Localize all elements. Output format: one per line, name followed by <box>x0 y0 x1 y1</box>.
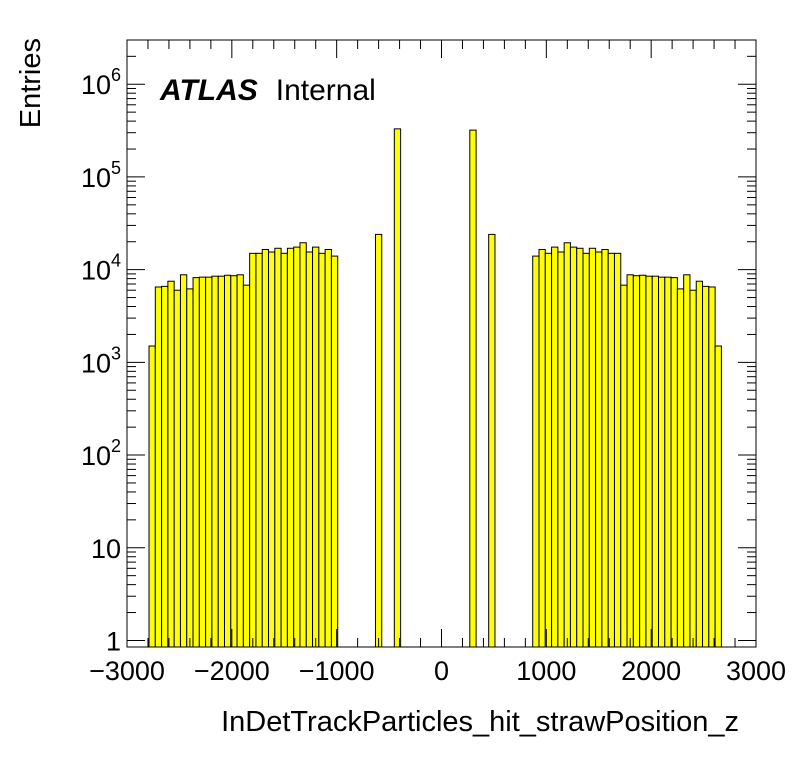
y-tick-exponent: 5 <box>111 158 121 178</box>
x-tick-label: 1000 <box>516 656 576 686</box>
histogram-bin <box>286 247 295 648</box>
histogram-bin <box>664 276 672 648</box>
histogram-bars <box>148 128 722 648</box>
x-tick-label: −3000 <box>89 656 165 686</box>
histogram-bin <box>613 252 622 648</box>
histogram-bin <box>179 274 188 648</box>
y-axis-title: Entries <box>15 38 47 128</box>
histogram-bin <box>469 129 477 648</box>
histogram-bin <box>488 233 496 648</box>
y-tick-label: 105 <box>81 158 121 193</box>
x-tick-label: 3000 <box>726 656 786 686</box>
histogram-bin <box>280 252 288 648</box>
histogram-bin <box>330 255 339 648</box>
y-tick-base: 10 <box>81 441 111 471</box>
histogram-bin <box>569 246 578 648</box>
histogram-bin <box>551 246 559 648</box>
histogram-bin <box>242 284 251 648</box>
histogram-bin <box>293 246 301 648</box>
histogram-bin <box>595 251 603 648</box>
x-tick-label: −2000 <box>194 656 270 686</box>
histogram-bin <box>186 288 194 648</box>
x-axis-title: InDetTrackParticles_hit_strawPosition_z <box>221 706 739 738</box>
histogram-bin <box>268 251 276 648</box>
histogram-bin <box>167 280 175 648</box>
y-tick-label: 1 <box>106 626 121 656</box>
histogram-bin <box>563 242 571 648</box>
y-tick-base: 10 <box>81 70 111 100</box>
histogram-bin <box>651 275 660 648</box>
y-tick-base: 10 <box>81 256 111 286</box>
histogram-bin <box>148 345 156 648</box>
histogram-bin <box>607 252 615 648</box>
histogram-bin <box>544 252 553 648</box>
histogram-bin <box>217 275 225 648</box>
y-tick-exponent: 4 <box>111 251 121 271</box>
histogram-bin <box>305 251 314 648</box>
histogram-bin <box>192 277 200 648</box>
y-tick-label: 103 <box>81 343 121 378</box>
histogram-bin <box>557 251 565 648</box>
histogram-bin <box>714 345 722 648</box>
histogram-bin <box>299 242 307 648</box>
histogram-bin <box>582 252 590 648</box>
histogram-bin <box>683 274 691 648</box>
histogram-bin <box>658 276 666 648</box>
histogram-bin <box>576 247 584 648</box>
y-tick-exponent: 2 <box>111 436 121 456</box>
histogram-bin <box>393 128 402 648</box>
y-tick-label: 102 <box>81 436 121 471</box>
histogram-bin <box>173 289 181 648</box>
histogram-bin <box>198 276 207 648</box>
histogram-bin <box>645 275 653 648</box>
histogram-bin <box>161 285 169 648</box>
x-tick-label: 2000 <box>621 656 681 686</box>
x-tick-label: 0 <box>434 656 449 686</box>
histogram-bin <box>274 247 282 648</box>
atlas-label-bold: ATLAS <box>159 74 258 107</box>
y-tick-exponent: 3 <box>111 343 121 363</box>
histogram-bin <box>261 248 270 648</box>
histogram-bin <box>639 274 647 648</box>
atlas-label: ATLAS Internal <box>159 74 376 107</box>
y-tick-base: 10 <box>81 348 111 378</box>
histogram-bin <box>626 274 634 648</box>
histogram-bin <box>236 274 244 648</box>
y-tick-base: 10 <box>81 163 111 193</box>
histogram-bin <box>601 248 609 648</box>
y-tick-label: 106 <box>81 65 121 100</box>
histogram-bin <box>205 276 213 648</box>
histogram-bin <box>255 252 263 648</box>
axis-ticks <box>126 39 757 647</box>
histogram-bin <box>230 275 238 648</box>
atlas-label-normal: Internal <box>276 74 376 107</box>
histogram-bin <box>312 246 320 648</box>
y-tick-exponent: 6 <box>111 65 121 85</box>
histogram-bin <box>588 247 597 648</box>
histogram-bin <box>670 277 678 648</box>
histogram-bin <box>708 286 716 648</box>
histogram-bin <box>211 275 219 648</box>
y-tick-label: 104 <box>81 251 121 286</box>
histogram-bin <box>676 288 685 648</box>
histogram-bin <box>702 285 710 648</box>
histogram-bin <box>374 233 383 648</box>
histogram-bin <box>538 248 546 648</box>
histogram-bin <box>318 252 326 648</box>
histogram-bin <box>620 284 628 648</box>
histogram-bin <box>632 275 641 648</box>
histogram-bin <box>324 248 332 648</box>
histogram-bin <box>689 289 697 648</box>
histogram-bin <box>695 280 704 648</box>
y-tick-label: 10 <box>91 534 121 564</box>
x-tick-labels: −3000 −2000 −1000 0 1000 2000 3000 <box>89 656 786 686</box>
histogram-bin <box>154 286 163 648</box>
histogram-bin <box>532 255 540 648</box>
histogram-bin <box>223 274 232 648</box>
histogram-bin <box>249 252 257 648</box>
x-tick-label: −1000 <box>299 656 375 686</box>
